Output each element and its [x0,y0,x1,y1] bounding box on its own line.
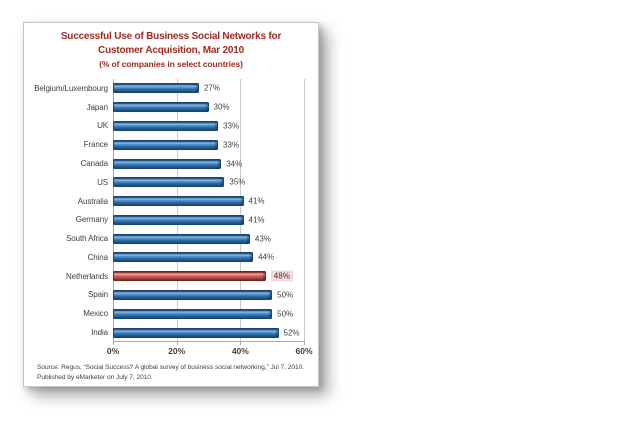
chart-row: Spain 50% [24,286,320,305]
category-label: Netherlands [65,271,108,281]
category-label: South Africa [66,234,108,244]
source-line1: Source: Regus, “Social Success? A global… [37,364,304,371]
chart-row: Canada 34% [24,154,320,173]
value-label: 33% [223,140,240,150]
category-label: Australia [77,196,108,206]
bar-track: 50% [113,304,304,323]
bar-track: 50% [113,286,304,305]
axis-tick [113,341,114,345]
chart-row: India 52% [24,323,320,342]
value-label: 48% [270,270,293,282]
bar [113,308,273,319]
value-label: 44% [258,252,275,262]
chart-row: Japan 30% [24,98,320,117]
category-label: Germany [75,215,108,225]
value-label: 43% [254,234,271,244]
chart-row: UK 33% [24,117,320,136]
bar-track: 43% [113,229,304,248]
bar [113,177,225,188]
bar-track: 33% [113,135,304,154]
x-tick-label: 0% [106,346,120,356]
category-label: France [83,140,108,150]
gridline [304,79,305,341]
bar-track: 48% [113,267,304,286]
bar [113,196,244,207]
bar-track: 35% [113,173,304,192]
chart-title-line2: Customer Acquisition, Mar 2010 [98,45,244,56]
bar [113,102,209,113]
value-label: 30% [213,102,230,112]
gridline [176,79,178,341]
x-tick-label: 60% [295,346,313,356]
x-tick-label: 20% [168,346,186,356]
chart-panel: Successful Use of Business Social Networ… [23,22,319,387]
value-label: 50% [277,290,294,300]
bar [113,120,219,131]
source-block: Source: Regus, “Social Success? A global… [37,363,310,382]
chart-row: Germany 41% [24,210,320,229]
bar [113,214,244,225]
axis-tick [176,341,178,345]
bar-track: 27% [113,79,304,98]
chart-title-line1: Successful Use of Business Social Networ… [60,31,282,42]
category-label: Mexico [83,309,108,319]
category-label: Canada [80,159,109,169]
category-label: Belgium/Luxembourg [34,83,108,93]
category-label: US [97,177,108,187]
bar [113,327,279,338]
value-label: 35% [229,177,246,187]
bar-track: 34% [113,154,304,173]
chart-row: South Africa 43% [24,229,320,248]
bar-highlighted [113,271,266,282]
category-label: China [87,252,109,262]
axis-tick [240,341,242,345]
chart-subtitle: (% of companies in select countries) [99,59,243,69]
chart-row: Mexico 50% [24,304,320,323]
bar-track: 41% [113,192,304,211]
y-axis-line [113,79,114,341]
value-label: 33% [223,121,240,131]
chart-row: China 44% [24,248,320,267]
bar-track: 52% [113,323,304,342]
bar-track: 30% [113,98,304,117]
bar [113,158,222,169]
axis-tick [304,341,305,345]
chart-row: France 33% [24,135,320,154]
x-axis: 0% 20% 40% 60% [107,346,313,358]
bar [113,233,250,244]
bar [113,83,199,94]
plot-gridlines [113,79,305,345]
bar [113,252,254,263]
value-label: 34% [226,159,243,169]
value-label: 50% [277,309,294,319]
category-label: Spain [88,290,108,300]
value-label: 41% [248,196,265,206]
bar-track: 44% [113,248,304,267]
bar [113,139,219,150]
chart-row: US 35% [24,173,320,192]
value-label: 52% [283,328,300,338]
chart-row: Australia 41% [24,192,320,211]
source-line2: Published by eMarketer on July 7, 2010. [37,373,153,381]
chart-title-block: Successful Use of Business Social Networ… [24,30,318,70]
category-label: Japan [86,102,108,112]
gridline [240,79,242,341]
value-label: 41% [248,215,265,225]
bar [113,289,273,300]
chart-rows: Belgium/Luxembourg 27% Japan 30% UK 33% France… [24,79,320,342]
chart-row: Belgium/Luxembourg 27% [24,79,320,98]
category-label: UK [97,121,108,131]
x-tick-label: 40% [231,346,249,356]
chart-row: Netherlands 48% [24,267,320,286]
category-label: India [91,328,108,338]
bar-track: 41% [113,210,304,229]
value-label: 27% [203,83,220,93]
bar-track: 33% [113,117,304,136]
